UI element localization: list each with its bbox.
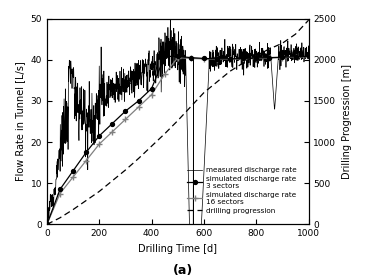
drilling progression (71, 208, 75, 211)
simulated discharge rate
3 sectors (293, 55, 298, 59)
simulated discharge rate
16 sectors (267, 56, 272, 60)
measured discharge rate (306, 53, 311, 56)
drilling progression (175, 119, 180, 122)
drilling progression (136, 157, 141, 160)
simulated discharge rate
16 sectors (241, 57, 246, 60)
simulated discharge rate
3 sectors (241, 57, 246, 60)
simulated discharge rate
16 sectors (175, 56, 180, 59)
Legend: measured discharge rate, simulated discharge rate
3 sectors, simulated discharge: measured discharge rate, simulated disch… (184, 164, 300, 217)
measured discharge rate (175, 57, 180, 60)
simulated discharge rate
3 sectors (280, 55, 285, 59)
simulated discharge rate
3 sectors (45, 223, 49, 226)
measured discharge rate (247, 52, 251, 55)
simulated discharge rate
16 sectors (136, 105, 141, 109)
simulated discharge rate
3 sectors (97, 134, 101, 137)
drilling progression (58, 216, 62, 220)
measured discharge rate (303, 46, 308, 50)
simulated discharge rate
3 sectors (254, 56, 258, 60)
simulated discharge rate
3 sectors (58, 188, 62, 191)
drilling progression (163, 132, 167, 136)
simulated discharge rate
3 sectors (84, 151, 88, 154)
Line: drilling progression: drilling progression (47, 20, 309, 224)
simulated discharge rate
3 sectors (136, 99, 141, 102)
X-axis label: Drilling Time [d]: Drilling Time [d] (138, 244, 217, 254)
simulated discharge rate
3 sectors (215, 57, 219, 60)
simulated discharge rate
3 sectors (123, 109, 128, 113)
drilling progression (45, 223, 49, 226)
drilling progression (202, 91, 206, 94)
drilling progression (149, 144, 154, 148)
measured discharge rate (45, 228, 49, 232)
simulated discharge rate
16 sectors (84, 159, 88, 162)
drilling progression (97, 190, 101, 193)
Line: measured discharge rate: measured discharge rate (47, 18, 309, 233)
measured discharge rate (193, 231, 198, 234)
simulated discharge rate
3 sectors (163, 55, 167, 58)
simulated discharge rate
16 sectors (110, 130, 115, 133)
simulated discharge rate
3 sectors (202, 57, 206, 60)
simulated discharge rate
16 sectors (280, 56, 285, 59)
drilling progression (189, 105, 193, 108)
simulated discharge rate
16 sectors (228, 58, 232, 61)
Y-axis label: Drilling Progression [m]: Drilling Progression [m] (342, 64, 352, 179)
measured discharge rate (76, 81, 80, 85)
Text: (a): (a) (173, 264, 194, 277)
Line: simulated discharge rate
16 sectors: simulated discharge rate 16 sectors (43, 53, 312, 228)
simulated discharge rate
3 sectors (175, 55, 180, 58)
simulated discharge rate
16 sectors (293, 55, 298, 59)
drilling progression (84, 199, 88, 202)
drilling progression (306, 18, 311, 22)
drilling progression (241, 61, 246, 65)
drilling progression (280, 41, 285, 45)
measured discharge rate (189, 231, 193, 234)
simulated discharge rate
3 sectors (306, 55, 311, 58)
simulated discharge rate
16 sectors (58, 192, 62, 195)
Line: simulated discharge rate
3 sectors: simulated discharge rate 3 sectors (45, 54, 310, 226)
measured discharge rate (68, 67, 72, 70)
drilling progression (110, 179, 115, 182)
simulated discharge rate
16 sectors (97, 143, 101, 146)
Y-axis label: Flow Rate in Tunnel [L/s]: Flow Rate in Tunnel [L/s] (15, 62, 25, 181)
simulated discharge rate
3 sectors (189, 56, 193, 59)
simulated discharge rate
3 sectors (71, 169, 75, 172)
simulated discharge rate
16 sectors (149, 93, 154, 96)
simulated discharge rate
16 sectors (123, 118, 128, 121)
simulated discharge rate
3 sectors (267, 56, 272, 59)
drilling progression (267, 47, 272, 51)
measured discharge rate (168, 17, 172, 20)
drilling progression (215, 80, 219, 84)
simulated discharge rate
16 sectors (45, 223, 49, 226)
drilling progression (228, 69, 232, 73)
simulated discharge rate
16 sectors (202, 57, 206, 60)
drilling progression (123, 168, 128, 172)
simulated discharge rate
16 sectors (163, 73, 167, 76)
simulated discharge rate
3 sectors (228, 57, 232, 60)
simulated discharge rate
16 sectors (71, 175, 75, 179)
simulated discharge rate
16 sectors (215, 58, 219, 61)
simulated discharge rate
16 sectors (189, 57, 193, 60)
simulated discharge rate
16 sectors (254, 57, 258, 60)
simulated discharge rate
3 sectors (149, 87, 154, 90)
drilling progression (254, 54, 258, 57)
simulated discharge rate
3 sectors (110, 122, 115, 125)
drilling progression (293, 32, 298, 36)
simulated discharge rate
16 sectors (306, 55, 311, 59)
